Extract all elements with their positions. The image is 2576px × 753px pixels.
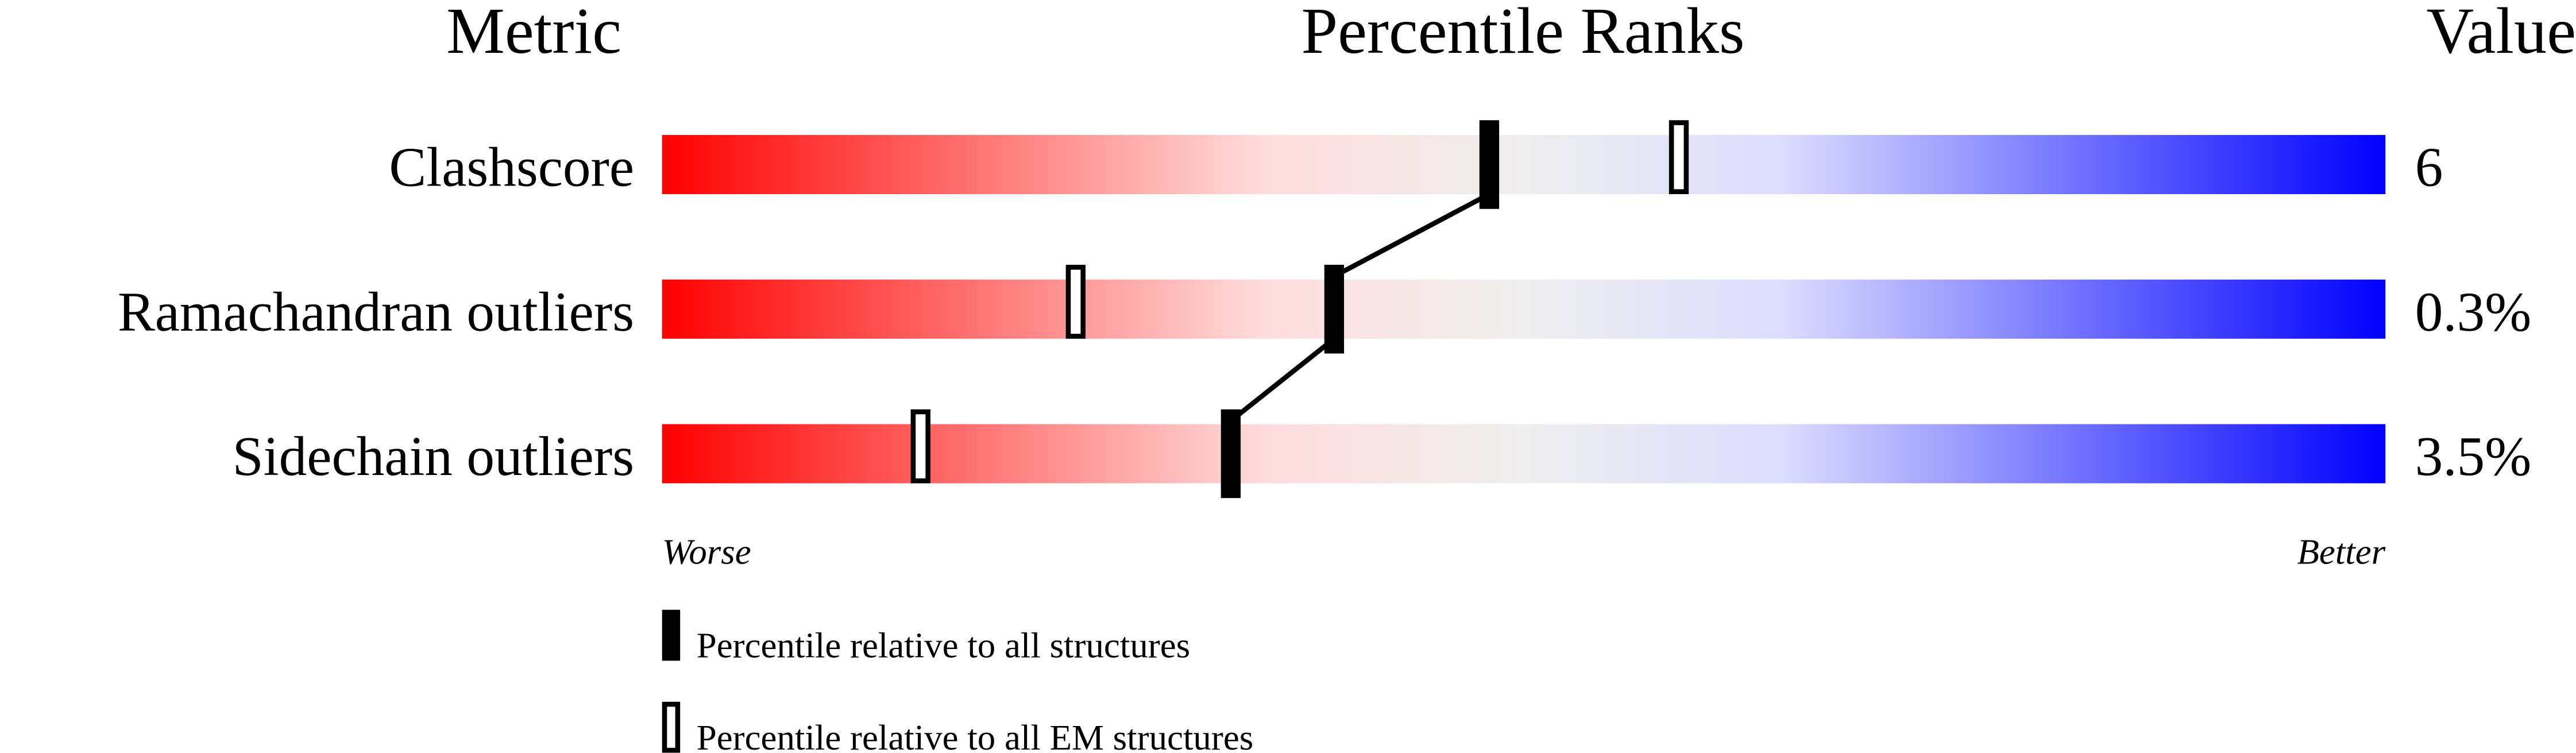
metric-value: 6 xyxy=(2415,137,2443,199)
percentile-bar xyxy=(662,424,2386,484)
axis-label-worse: Worse xyxy=(662,532,751,572)
header-metric: Metric xyxy=(446,0,621,67)
metric-label: Ramachandran outliers xyxy=(118,281,634,343)
marker-all-structures xyxy=(1221,409,1241,499)
header-percentile-ranks: Percentile Ranks xyxy=(1301,0,1745,67)
marker-em-structures xyxy=(1669,120,1689,195)
header-value: Value xyxy=(2427,0,2576,67)
metric-label: Sidechain outliers xyxy=(233,426,635,488)
metric-value: 3.5% xyxy=(2415,426,2532,488)
marker-em-structures xyxy=(1065,264,1086,339)
metric-label: Clashscore xyxy=(389,137,634,199)
percentile-bar xyxy=(662,135,2386,195)
percentile-bar xyxy=(662,279,2386,339)
connector-line xyxy=(1229,337,1336,423)
legend-all-label: Percentile relative to all structures xyxy=(697,625,1190,666)
axis-label-better: Better xyxy=(2297,532,2385,572)
legend-em-label: Percentile relative to all EM structures xyxy=(697,717,1253,753)
connector-line xyxy=(1333,192,1490,279)
metric-value: 0.3% xyxy=(2415,281,2532,343)
marker-em-structures xyxy=(910,409,930,484)
legend-hollow-marker xyxy=(662,701,681,753)
legend-filled-marker xyxy=(662,609,681,661)
